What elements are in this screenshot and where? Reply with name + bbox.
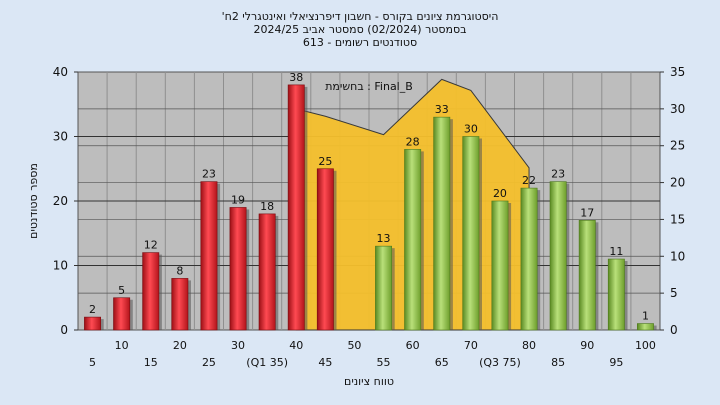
bar-5 [84,316,101,331]
x-label-lower: 85 [551,356,565,369]
bar-55 [375,245,392,331]
x-label-upper: 100 [635,339,656,352]
x-label-lower: 5 [89,356,96,369]
x-label-upper: 40 [289,339,303,352]
bar-label-45: 25 [318,155,332,168]
chart-title: 'היסטוגרמת ציונים בקורס - חשבון דיפרנציא… [222,10,499,49]
x-label-lower: 65 [435,356,449,369]
y2-tick-label: 35 [670,65,685,79]
bar-label-35: 18 [260,200,274,213]
y2-tick-label: 30 [670,102,685,116]
y-tick-label: 40 [53,65,68,79]
y2-tick-label: 5 [670,286,678,300]
bar-label-75: 20 [493,187,507,200]
bar-label-70: 30 [464,123,478,136]
x-label-upper: 90 [580,339,594,352]
bar-65 [433,116,451,331]
y2-tick-label: 0 [670,323,678,337]
legend-text: בחשימת : Final_B [325,80,413,93]
x-axis: 10 20 30 40 50 60 70 80 90 100 5 15 25 (Q1 35) 45 55 65 (… [89,339,656,369]
bar-label-65: 33 [435,103,449,116]
bar-40 [287,84,305,331]
bar-95 [607,258,625,331]
bar-20 [171,278,189,331]
bar-label-55: 13 [377,232,391,245]
title-line-1: 'היסטוגרמת ציונים בקורס - חשבון דיפרנציא… [222,10,499,23]
bar-90 [578,220,596,331]
title-line-3: סטודנטים רשומים - 613 [303,36,417,49]
y2-tick-label: 20 [670,176,685,190]
bar-label-90: 17 [580,206,594,219]
bar-85 [549,181,567,331]
bar-45 [316,168,334,331]
x-label-lower: (Q3 75) [479,356,521,369]
bar-10 [113,297,131,331]
bar-15 [142,252,160,331]
x-label-upper: 50 [347,339,361,352]
y-tick-label: 30 [53,130,68,144]
bar-label-60: 28 [406,135,420,148]
y-axis-right: 0 5 10 15 20 25 30 35 [660,65,685,337]
bar-60 [404,149,422,331]
bar-70 [462,136,480,331]
x-label-upper: 60 [406,339,420,352]
x-label-upper: 70 [464,339,478,352]
bar-label-20: 8 [176,264,183,277]
bar-25 [200,181,218,331]
bar-35 [258,213,276,331]
y-tick-label: 20 [53,194,68,208]
bar-label-10: 5 [118,284,125,297]
x-label-upper: 80 [522,339,536,352]
bar-label-25: 23 [202,168,216,181]
y-axis-title: מספר סטודנטים [27,163,40,239]
bar-label-85: 23 [551,168,565,181]
bar-label-95: 11 [609,245,623,258]
y-tick-label: 0 [60,323,68,337]
x-label-upper: 20 [173,339,187,352]
bar-label-5: 2 [89,303,96,316]
bar-100 [637,323,654,331]
bar-75 [491,200,509,331]
y-axis-left: 0 10 20 30 40 [53,65,78,337]
bar-label-100: 1 [642,310,649,323]
x-label-lower: (Q1 35) [246,356,288,369]
y-tick-label: 10 [53,259,68,273]
title-line-2: בסמסטר (02/2024) סמסטר אביב 2024/25 [253,23,466,36]
bar-label-40: 38 [289,71,303,84]
x-label-lower: 45 [318,356,332,369]
bar-80 [520,187,538,331]
bar-label-80: 22 [522,174,536,187]
x-label-lower: 15 [144,356,158,369]
x-label-lower: 95 [609,356,623,369]
bar-30 [229,207,247,331]
bar-label-15: 12 [144,239,158,252]
x-label-lower: 55 [377,356,391,369]
y2-tick-label: 25 [670,139,685,153]
y2-tick-label: 10 [670,249,685,263]
x-axis-title: טווח ציונים [344,375,394,388]
y2-tick-label: 15 [670,212,685,226]
bar-label-30: 19 [231,193,245,206]
x-label-lower: 25 [202,356,216,369]
x-label-upper: 30 [231,339,245,352]
x-label-upper: 10 [115,339,129,352]
